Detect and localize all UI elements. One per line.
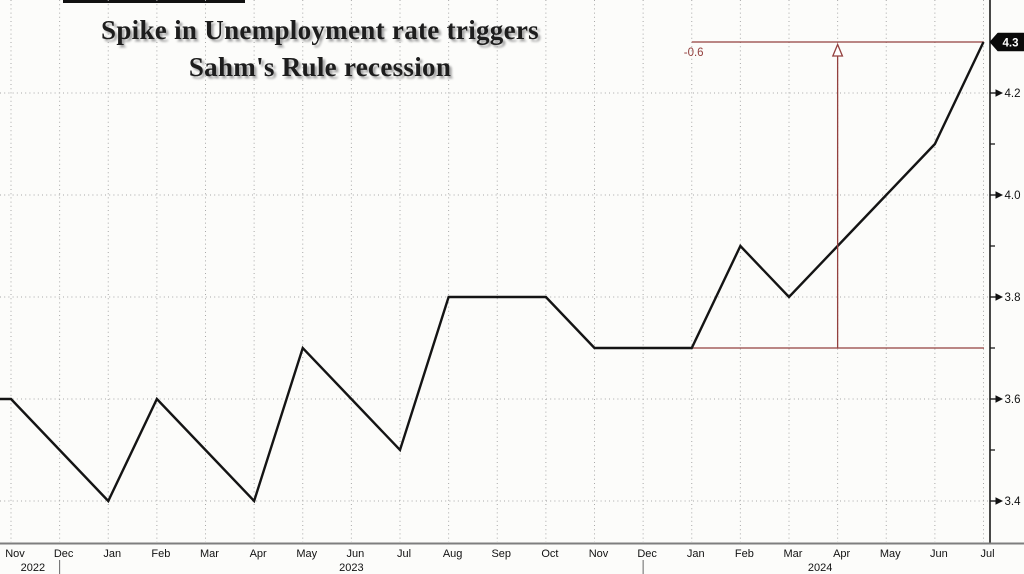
x-tick-label: Feb [151, 548, 170, 560]
x-tick-label: Dec [54, 548, 74, 560]
x-year-label: 2024 [808, 562, 832, 574]
x-tick-label: Nov [5, 548, 25, 560]
x-tick-label: Mar [200, 548, 219, 560]
x-tick-label: Mar [784, 548, 803, 560]
x-tick-label: May [880, 548, 901, 560]
y-tick-label: 4.0 [1005, 190, 1021, 202]
y-tick-label: 3.4 [1005, 496, 1022, 508]
y-tick-label: 4.2 [1005, 88, 1021, 100]
x-tick-label: Aug [443, 548, 463, 560]
y-tick-arrow-icon [995, 191, 1003, 199]
x-tick-label: Oct [541, 548, 558, 560]
x-tick-label: Feb [735, 548, 754, 560]
y-tick-arrow-icon [995, 89, 1003, 97]
y-tick-label: 3.8 [1005, 292, 1021, 304]
x-tick-label: Jun [930, 548, 948, 560]
unemployment-line-series [0, 41, 985, 504]
x-tick-label: May [296, 548, 317, 560]
x-tick-label: Apr [833, 548, 850, 560]
cropped-header-bar [63, 0, 245, 3]
x-tick-label: Jan [103, 548, 121, 560]
x-tick-label: Nov [589, 548, 609, 560]
x-year-label: 2022 [21, 562, 45, 574]
x-tick-label: Dec [637, 548, 657, 560]
y-tick-label: 3.6 [1005, 394, 1021, 406]
x-tick-label: Jan [687, 548, 705, 560]
y-tick-arrow-icon [995, 293, 1003, 301]
x-year-label: 2023 [339, 562, 363, 574]
y-tick-arrow-icon [995, 395, 1003, 403]
x-tick-label: Jul [980, 548, 994, 560]
x-tick-label: Jul [397, 548, 411, 560]
annotation-arrow-head-icon [831, 42, 844, 57]
x-tick-label: Sep [491, 548, 511, 560]
y-tick-arrow-icon [995, 497, 1003, 505]
x-tick-label: Apr [250, 548, 267, 560]
annotation-delta-label: -0.6 [684, 47, 704, 59]
x-tick-label: Jun [347, 548, 365, 560]
last-value-badge-label: 4.3 [1003, 38, 1019, 50]
